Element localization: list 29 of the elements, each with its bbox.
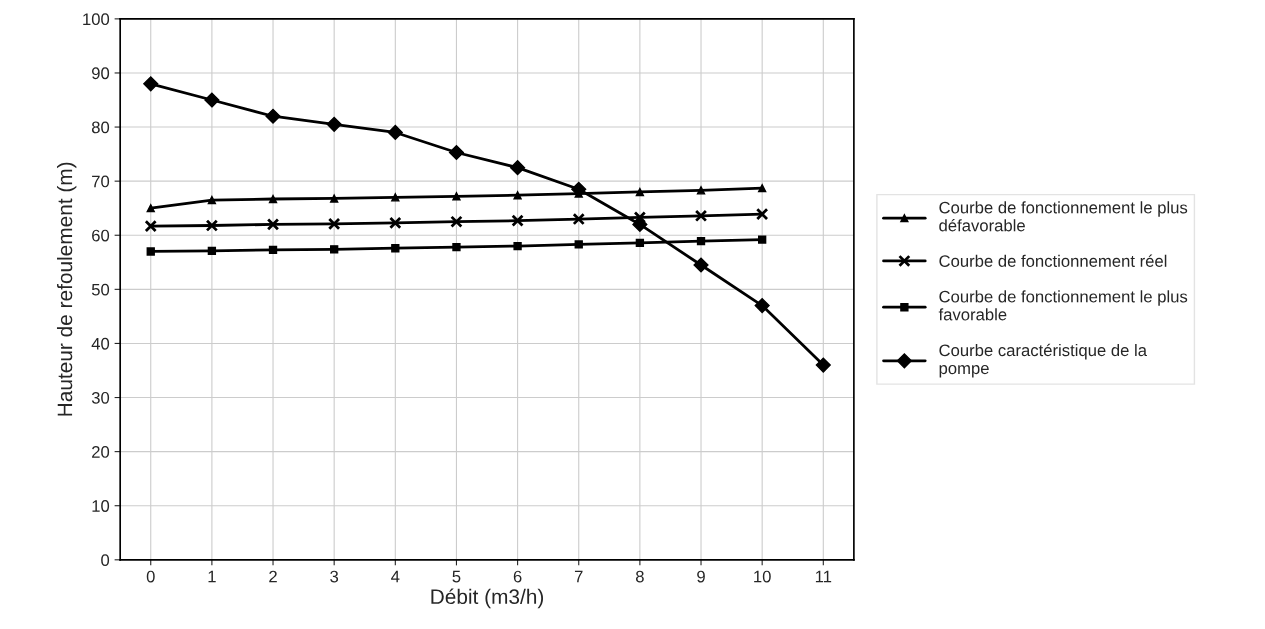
x-tick-label: 11: [815, 570, 832, 583]
x-tick-label: 8: [635, 570, 644, 583]
y-tick-label: 80: [91, 121, 110, 134]
y-tick-label: 30: [91, 391, 110, 404]
legend-label: Courbe de fonctionnement le plus défavorable: [939, 201, 1188, 232]
x-tick-label: 6: [513, 570, 522, 583]
legend-label: Courbe caractéristique de la pompe: [939, 343, 1147, 378]
y-tick-label: 40: [91, 337, 110, 350]
x-tick-label: 9: [697, 570, 705, 583]
x-tick-label: 3: [330, 570, 339, 583]
x-tick-label: 4: [391, 570, 400, 583]
y-tick-label: 20: [92, 446, 110, 458]
y-tick-label: 10: [92, 500, 110, 512]
x-axis-title: Débit (m3/h): [431, 588, 544, 609]
legend-label: Courbe de fonctionnement réel: [939, 254, 1167, 267]
y-tick-label: 0: [101, 554, 110, 567]
legend-label: Courbe de fonctionnement le plus favorable: [938, 290, 1188, 321]
x-tick-label: 10: [754, 570, 771, 583]
x-tick-label: 2: [269, 570, 277, 583]
y-tick-label: 60: [92, 229, 110, 242]
x-tick-label: 1: [208, 570, 216, 583]
x-tick-label: 7: [574, 570, 583, 583]
y-tick-label: 70: [92, 175, 110, 188]
y-tick-label: 90: [92, 67, 110, 80]
y-axis-title: Hauteur de refoulement (m): [56, 162, 77, 416]
y-tick-label: 50: [91, 283, 110, 296]
x-tick-label: 0: [146, 570, 155, 583]
x-tick-label: 5: [452, 570, 461, 583]
y-tick-label: 100: [83, 13, 110, 26]
